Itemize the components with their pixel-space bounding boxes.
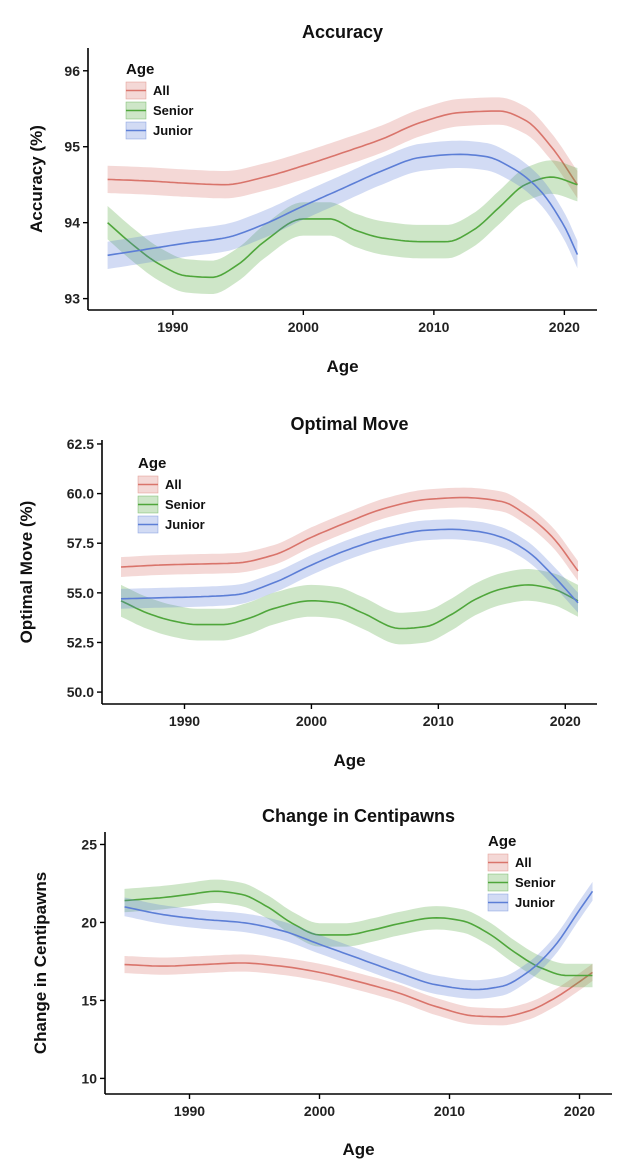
chart-title: Optimal Move xyxy=(290,414,408,434)
series-line-senior xyxy=(124,890,593,977)
legend-label-senior: Senior xyxy=(515,875,555,890)
y-tick-label: 62.5 xyxy=(67,436,94,452)
series-line-junior xyxy=(124,890,594,991)
y-tick-label: 95 xyxy=(64,139,80,155)
legend-label-all: All xyxy=(165,477,182,492)
legend-label-senior: Senior xyxy=(165,497,205,512)
x-tick-label: 2020 xyxy=(550,713,581,729)
y-axis-label: Optimal Move (%) xyxy=(17,501,36,644)
chart-title: Accuracy xyxy=(302,22,383,42)
y-tick-label: 52.5 xyxy=(67,634,94,650)
x-tick-label: 2010 xyxy=(434,1103,465,1119)
confidence-band-junior xyxy=(121,519,578,613)
y-tick-label: 96 xyxy=(64,63,80,79)
x-tick-label: 2010 xyxy=(423,713,454,729)
y-tick-label: 20 xyxy=(81,914,97,930)
series-line-junior xyxy=(107,153,579,257)
y-tick-label: 15 xyxy=(81,992,97,1008)
x-tick-label: 2020 xyxy=(549,319,580,335)
chart-panel-3: Change in Centipawns 1990 2000 2010 2020 10 15… xyxy=(31,806,612,1159)
x-tick-label: 1990 xyxy=(169,713,200,729)
legend-label-all: All xyxy=(515,855,532,870)
x-axis-label: Age xyxy=(326,357,358,376)
x-tick-label: 1990 xyxy=(174,1103,205,1119)
x-tick-label: 2000 xyxy=(304,1103,335,1119)
series-line-senior xyxy=(107,176,578,279)
y-axis-label: Change in Centipawns xyxy=(31,872,50,1054)
confidence-band-all xyxy=(107,97,578,199)
chart-panel-1: Accuracy 1990 2000 2010 2020 93 94 95 96 Age Accur… xyxy=(27,22,597,376)
series-line-all xyxy=(107,110,579,186)
legend-title: Age xyxy=(138,455,166,472)
series-line-all xyxy=(120,496,579,572)
y-tick-label: 57.5 xyxy=(67,535,94,551)
legend-label-junior: Junior xyxy=(165,517,205,532)
x-tick-label: 2010 xyxy=(418,319,449,335)
chart-title: Change in Centipawns xyxy=(262,806,455,826)
y-tick-label: 94 xyxy=(64,215,80,231)
confidence-band-junior xyxy=(107,140,578,269)
series-line-all xyxy=(124,962,593,1018)
legend-title: Age xyxy=(488,833,516,850)
legend: Age All Senior Junior xyxy=(137,455,205,534)
x-tick-label: 2000 xyxy=(288,319,319,335)
legend: Age All Senior Junior xyxy=(487,833,555,912)
x-axis-label: Age xyxy=(333,751,365,770)
y-tick-label: 60.0 xyxy=(67,486,94,502)
legend-label-senior: Senior xyxy=(153,103,193,118)
series-line-senior xyxy=(120,584,579,630)
y-tick-label: 93 xyxy=(64,291,80,307)
y-tick-label: 50.0 xyxy=(67,684,94,700)
legend-label-junior: Junior xyxy=(153,123,193,138)
x-tick-label: 2020 xyxy=(564,1103,595,1119)
y-tick-label: 10 xyxy=(81,1070,97,1086)
legend-title: Age xyxy=(126,61,154,78)
series-line-junior xyxy=(120,528,579,604)
x-tick-label: 2000 xyxy=(296,713,327,729)
legend-label-all: All xyxy=(153,83,170,98)
legend-label-junior: Junior xyxy=(515,895,555,910)
chart-panel-2: Optimal Move 1990 2000 2010 2020 50.0 52.5 55.0… xyxy=(17,414,597,770)
y-axis-label: Accuracy (%) xyxy=(27,125,46,233)
x-tick-label: 1990 xyxy=(157,319,188,335)
confidence-band-all xyxy=(124,954,593,1026)
confidence-band-senior xyxy=(107,160,578,294)
y-tick-label: 25 xyxy=(81,836,97,852)
legend: Age All Senior Junior xyxy=(125,61,193,140)
confidence-band-all xyxy=(121,487,578,581)
x-axis-label: Age xyxy=(342,1140,374,1159)
y-tick-label: 55.0 xyxy=(67,585,94,601)
